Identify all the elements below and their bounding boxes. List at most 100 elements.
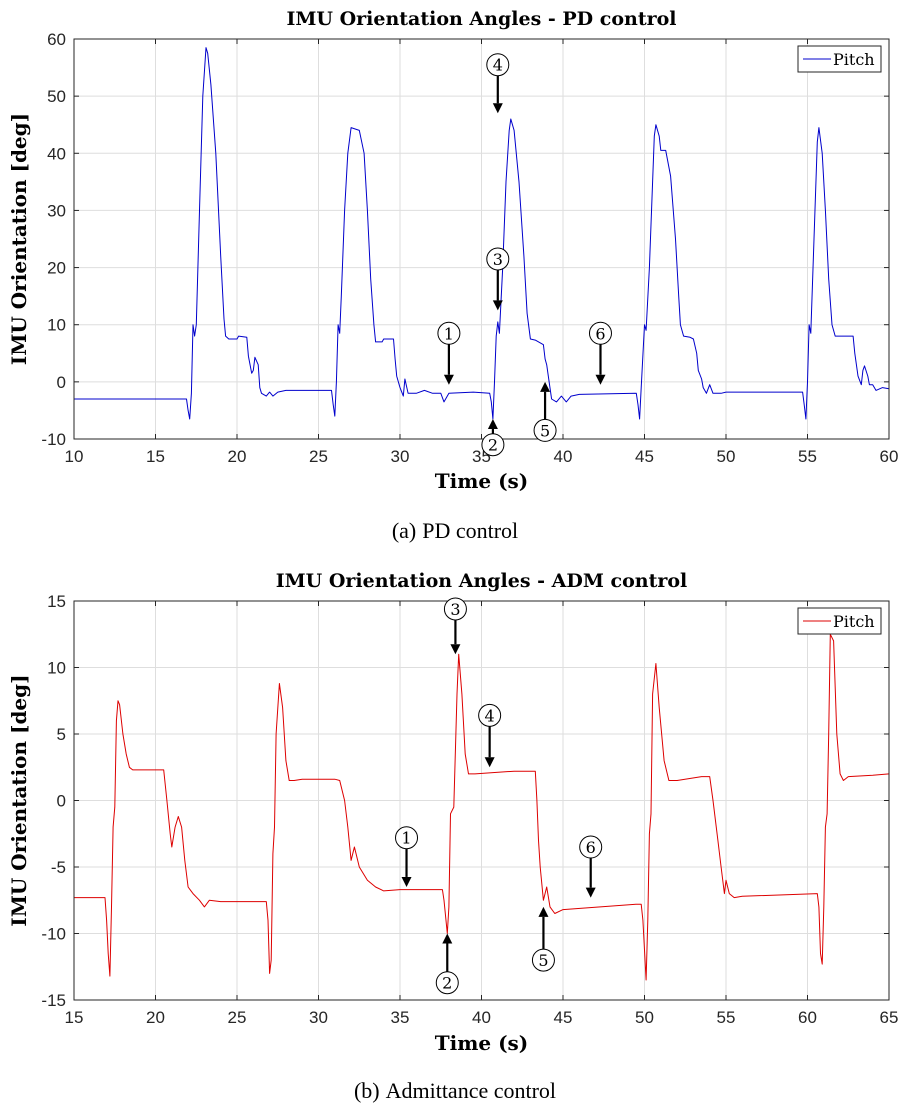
annotation-arrow-head	[484, 757, 495, 768]
y-tick-label: 60	[47, 30, 66, 49]
y-tick-label: 40	[47, 144, 66, 163]
annotation-arrow-head	[538, 906, 549, 917]
figure-caption: (b) Admittance control	[354, 1078, 556, 1103]
annotation-circle	[579, 835, 603, 859]
annotation-circle	[588, 321, 612, 345]
annotation-arrow-head	[487, 419, 498, 429]
x-tick-label: 30	[309, 1008, 328, 1027]
annotation-arrow-head	[585, 887, 596, 898]
y-axis-label: IMU Orientation [deg]	[7, 674, 31, 926]
legend-label: Pitch	[833, 612, 875, 631]
annotation-1: 1	[437, 321, 461, 385]
x-tick-label: 40	[554, 447, 573, 466]
y-tick-label: 30	[47, 201, 66, 220]
annotation-number: 3	[493, 250, 503, 269]
annotation-circle	[395, 826, 419, 850]
annotation-circle	[443, 597, 467, 621]
x-tick-label: 20	[146, 1008, 165, 1027]
legend: Pitch	[797, 45, 882, 73]
x-axis-label: Time (s)	[435, 1031, 529, 1055]
y-tick-label: 0	[57, 792, 66, 811]
annotation-number: 4	[493, 56, 503, 75]
annotation-circle	[533, 418, 557, 442]
y-tick-label: 20	[47, 259, 66, 278]
x-tick-label: 20	[228, 447, 247, 466]
y-tick-label: -10	[41, 430, 66, 449]
annotation-4: 4	[486, 53, 510, 114]
y-axis-label: IMU Orientation [deg]	[7, 113, 31, 365]
annotation-number: 6	[595, 324, 605, 343]
series-line-pitch	[74, 47, 890, 420]
annotation-number: 6	[586, 838, 596, 857]
annotation-6: 6	[579, 835, 603, 898]
annotation-2: 2	[481, 419, 505, 457]
annotation-number: 2	[442, 974, 452, 993]
x-tick-label: 10	[65, 447, 84, 466]
x-tick-label: 40	[472, 1008, 491, 1027]
x-tick-label: 15	[65, 1008, 84, 1027]
annotation-number: 1	[401, 829, 411, 848]
y-tick-label: 50	[47, 87, 66, 106]
y-tick-label: -10	[41, 925, 66, 944]
annotation-arrow-head	[492, 103, 503, 114]
x-tick-label: 55	[717, 1008, 736, 1027]
caption-label: (a)	[392, 518, 416, 543]
caption-label: (b)	[354, 1078, 380, 1103]
x-tick-label: 45	[554, 1008, 573, 1027]
chart-pd-control: 10 15 20 25 30 35 40 45 50 55 60-100102030405060IM…	[7, 8, 898, 543]
annotation-circle	[478, 703, 502, 727]
x-tick-label: 25	[228, 1008, 247, 1027]
annotation-circle	[435, 971, 459, 995]
annotation-5: 5	[533, 381, 557, 442]
annotation-number: 5	[540, 421, 550, 440]
legend: Pitch	[797, 607, 882, 635]
x-tick-label: 50	[635, 1008, 654, 1027]
y-tick-label: 10	[47, 659, 66, 678]
x-tick-label: 60	[798, 1008, 817, 1027]
y-tick-label: 15	[47, 592, 66, 611]
chart-admittance-control: 15 20 25 30 35 40 45 50 55 60 65-15-10-5051015IMU …	[7, 570, 898, 1103]
annotation-arrow-head	[492, 300, 503, 311]
x-tick-label: 25	[309, 447, 328, 466]
annotation-circle	[531, 948, 555, 972]
chart-title: IMU Orientation Angles - ADM control	[276, 570, 688, 592]
y-tick-label: -5	[51, 858, 66, 877]
series-line-pitch	[74, 633, 890, 981]
annotation-3: 3	[486, 247, 510, 311]
caption-text: Admittance control	[386, 1078, 556, 1103]
annotation-number: 2	[488, 436, 498, 455]
x-tick-label: 50	[717, 447, 736, 466]
y-tick-label: 5	[57, 725, 66, 744]
annotation-number: 3	[450, 600, 460, 619]
y-tick-label: 10	[47, 316, 66, 335]
x-tick-label: 15	[146, 447, 165, 466]
annotation-arrow-head	[595, 374, 606, 385]
x-axis-label: Time (s)	[435, 469, 529, 493]
legend-label: Pitch	[833, 50, 875, 69]
x-tick-label: 45	[635, 447, 654, 466]
annotation-number: 5	[538, 951, 548, 970]
annotation-circle	[486, 53, 510, 77]
y-tick-label: 0	[57, 373, 66, 392]
annotation-arrow-head	[450, 644, 461, 655]
annotation-arrow-head	[443, 374, 454, 385]
x-tick-label: 65	[880, 1008, 899, 1027]
x-tick-label: 30	[391, 447, 410, 466]
annotation-5: 5	[531, 906, 555, 972]
annotation-3: 3	[443, 597, 467, 655]
x-tick-label: 35	[391, 1008, 410, 1027]
chart-title: IMU Orientation Angles - PD control	[286, 8, 676, 30]
annotation-arrow-head	[540, 381, 551, 392]
y-tick-label: -15	[41, 991, 66, 1010]
annotation-number: 4	[485, 706, 495, 725]
annotation-number: 1	[444, 324, 454, 343]
figure-caption: (a) PD control	[392, 518, 518, 543]
annotation-circle	[437, 321, 461, 345]
annotation-4: 4	[478, 703, 502, 768]
annotation-circle	[481, 433, 505, 457]
x-tick-label: 55	[798, 447, 817, 466]
x-tick-label: 60	[880, 447, 899, 466]
annotation-arrow-head	[442, 933, 453, 944]
caption-text: PD control	[422, 518, 518, 543]
